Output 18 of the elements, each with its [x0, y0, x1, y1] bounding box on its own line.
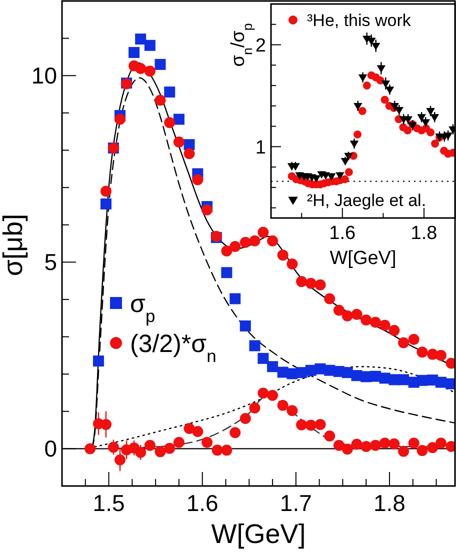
y-axis-title: σ[μb] — [0, 214, 28, 276]
y-tick-label: 10 — [31, 62, 57, 89]
x-tick-label: 1.6 — [186, 490, 218, 516]
x-tick-label: 1.5 — [92, 490, 125, 516]
y-tick-label: 5 — [44, 249, 57, 276]
legend-label: (3/2)*σ$_{n}$ — [130, 330, 216, 366]
x-axis-title: W[GeV] — [211, 519, 306, 549]
x-tick-label: 1.8 — [374, 490, 406, 516]
x-tick-label: 1.7 — [280, 490, 312, 516]
legend-label: σ$_{p}$ — [130, 290, 156, 326]
legend-label: ²H, Jaegle et al. — [307, 190, 426, 210]
legend-label: ³He, this work — [307, 10, 412, 30]
x-tick-label: 1.6 — [329, 223, 356, 244]
y-tick-label: 0 — [44, 436, 57, 462]
x-axis-title: W[GeV] — [330, 248, 396, 269]
y-tick-label: 2 — [255, 35, 266, 56]
y-tick-label: 1 — [255, 137, 266, 158]
x-tick-label: 1.8 — [410, 223, 438, 244]
